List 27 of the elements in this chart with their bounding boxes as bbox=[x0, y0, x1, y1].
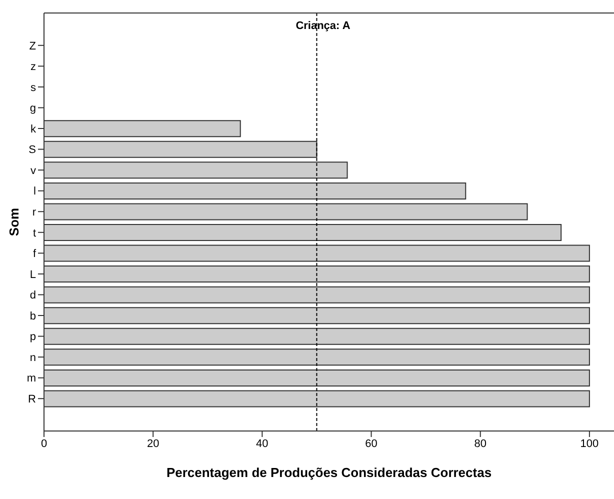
y-tick-label: l bbox=[34, 186, 36, 198]
y-tick-label: f bbox=[32, 248, 37, 260]
y-tick-label: k bbox=[30, 123, 36, 136]
x-tick-label: 40 bbox=[256, 438, 268, 450]
y-tick-label: g bbox=[30, 102, 36, 115]
y-tick-label: t bbox=[32, 227, 36, 240]
y-axis-title: Som bbox=[6, 208, 22, 236]
y-tick-label: S bbox=[28, 144, 36, 156]
x-axis-title: Percentagem de Produções Consideradas Correctas bbox=[166, 465, 492, 480]
y-tick-label: s bbox=[30, 82, 36, 94]
y-tick-label: R bbox=[28, 394, 36, 406]
x-tick-label: 100 bbox=[580, 438, 599, 450]
y-tick-label: Z bbox=[29, 40, 36, 52]
y-tick-label: n bbox=[30, 352, 36, 364]
y-tick-label: d bbox=[30, 290, 36, 302]
y-tick-label: m bbox=[26, 372, 36, 385]
x-tick-label: 0 bbox=[40, 438, 48, 450]
y-tick-label: z bbox=[30, 61, 36, 74]
y-tick-label: b bbox=[30, 310, 36, 322]
x-tick-label: 60 bbox=[365, 438, 378, 450]
y-tick-label: v bbox=[30, 164, 36, 177]
y-tick-label: r bbox=[32, 206, 36, 219]
y-tick-label: p bbox=[30, 331, 36, 344]
text: Criança: A bbox=[294, 20, 352, 32]
x-tick-label: 80 bbox=[474, 438, 486, 450]
y-tick-label: L bbox=[30, 268, 36, 281]
x-tick-label: 20 bbox=[146, 438, 160, 450]
